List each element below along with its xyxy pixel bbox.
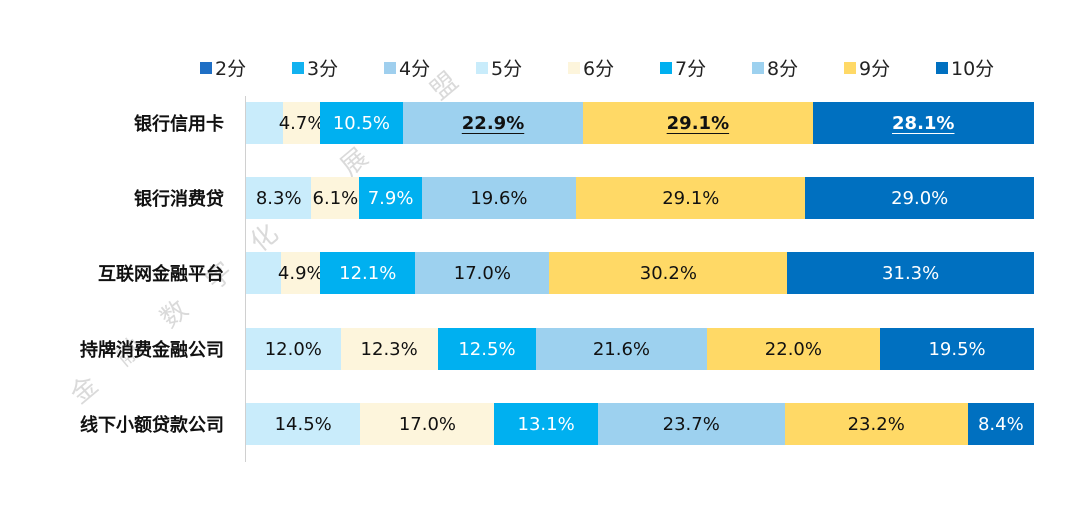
bar-segment: 12.1% (320, 252, 416, 294)
bar-segment: 19.6% (421, 177, 577, 219)
legend-label: 10分 (951, 58, 995, 80)
legend-item: 10分 (936, 54, 1028, 81)
bar-segment: 14.5% (246, 403, 361, 445)
data-label: 28.1% (892, 112, 955, 134)
data-label: 17.0% (453, 262, 511, 284)
category-label: 银行信用卡 (134, 114, 224, 135)
legend-swatch (752, 61, 764, 74)
bar-segment: 29.1% (576, 177, 806, 219)
legend-swatch (200, 61, 212, 74)
legend-item: 9分 (844, 54, 936, 81)
category-label: 线下小额贷款公司 (80, 415, 224, 436)
legend-label: 8分 (767, 58, 799, 80)
data-label: 4.7% (278, 112, 325, 134)
bar-segment: 13.1% (494, 403, 598, 445)
legend-item: 6分 (568, 54, 660, 81)
legend-swatch (476, 61, 488, 74)
bar-segment: 31.3% (787, 252, 1034, 294)
legend-label: 2分 (215, 58, 247, 80)
category-label: 互联网金融平台 (98, 264, 224, 285)
bar-row: 4.7% 10.5% 22.9% 29.1% 28.1% (246, 102, 1034, 144)
bar-segment: 12.0% (246, 328, 341, 370)
legend-label: 9分 (859, 58, 891, 80)
data-label: 10.5% (332, 112, 391, 134)
bar-row: 12.0% 12.3% 12.5% 21.6% 22.0% 19.5% (246, 328, 1034, 370)
legend-label: 7分 (675, 58, 707, 80)
bar-segment: 12.3% (340, 328, 438, 370)
bar-segment: 17.0% (360, 403, 495, 445)
data-label: 29.1% (662, 187, 720, 209)
data-label: 12.5% (458, 338, 516, 360)
legend-swatch (292, 61, 304, 74)
data-label: 23.7% (662, 413, 720, 435)
data-label: 6.1% (312, 187, 359, 209)
data-label: 21.6% (592, 338, 651, 360)
bar-row: 14.5% 17.0% 13.1% 23.7% 23.2% 8.4% (246, 403, 1034, 445)
data-label: 8.3% (255, 187, 302, 209)
data-label: 31.3% (882, 262, 940, 284)
data-label: 30.2% (639, 262, 697, 284)
legend-item: 4分 (384, 54, 476, 81)
bar-segment: 30.2% (549, 252, 788, 294)
y-axis-line (245, 96, 246, 462)
bar-segment: 29.0% (805, 177, 1034, 219)
data-label: 19.6% (470, 187, 528, 209)
bar-segment: 19.5% (880, 328, 1034, 370)
data-label: 22.9% (461, 112, 525, 134)
legend-swatch (568, 61, 580, 74)
bar-segment: 6.1% (311, 177, 360, 219)
bar-segment: 28.1% (812, 102, 1034, 144)
bar-segment: 4.9% (278, 252, 324, 294)
data-label: 13.1% (517, 413, 575, 435)
bar-segment: 22.0% (706, 328, 881, 370)
data-label: 22.0% (764, 338, 822, 360)
legend-item: 3分 (292, 54, 384, 81)
legend-swatch (660, 61, 672, 74)
legend-item: 7分 (660, 54, 752, 81)
legend-label: 4分 (399, 58, 431, 80)
legend-item: 5分 (476, 54, 568, 81)
data-label: 14.5% (274, 413, 332, 435)
legend-label: 6分 (583, 58, 615, 80)
category-label: 银行消费贷 (134, 189, 224, 210)
bar-segment: 12.5% (437, 328, 537, 370)
bar-segment: 23.2% (784, 403, 968, 445)
legend: 2分 3分 4分 5分 6分 7分 8分 9分 10分 (200, 54, 1028, 81)
legend-label: 5分 (491, 58, 523, 80)
bar-segment: 23.7% (597, 403, 785, 445)
bar-segment: 4.7% (279, 102, 324, 144)
legend-item: 8分 (752, 54, 844, 81)
data-label: 4.9% (277, 262, 324, 284)
bar-segment: 10.5% (320, 102, 403, 144)
data-label: 17.0% (398, 413, 456, 435)
category-label: 持牌消费金融公司 (80, 340, 224, 361)
legend-swatch (384, 61, 396, 74)
data-label: 8.4% (977, 413, 1024, 435)
data-label: 29.1% (666, 112, 730, 134)
bar-segment: 17.0% (415, 252, 550, 294)
data-label: 12.0% (264, 338, 322, 360)
legend-label: 3分 (307, 58, 339, 80)
legend-swatch (844, 61, 856, 74)
bar-segment (246, 102, 284, 144)
bar-row: 4.9% 12.1% 17.0% 30.2% 31.3% (246, 252, 1034, 294)
bar-row: 8.3% 6.1% 7.9% 19.6% 29.1% 29.0% (246, 177, 1034, 219)
bar-segment: 8.3% (246, 177, 312, 219)
bar-segment: 7.9% (359, 177, 422, 219)
bar-segment: 29.1% (583, 102, 813, 144)
data-label: 19.5% (928, 338, 986, 360)
watermark-char: 数 (155, 294, 195, 335)
bar-segment (246, 252, 282, 294)
legend-swatch (936, 61, 948, 74)
data-label: 12.3% (360, 338, 418, 360)
data-label: 29.0% (891, 187, 949, 209)
bar-segment: 21.6% (536, 328, 707, 370)
bar-segment: 8.4% (967, 403, 1034, 445)
data-label: 23.2% (847, 413, 905, 435)
watermark-char: 金 (65, 370, 105, 411)
bar-segment: 22.9% (402, 102, 584, 144)
data-label: 12.1% (339, 262, 397, 284)
data-label: 7.9% (367, 187, 414, 209)
legend-item: 2分 (200, 54, 292, 81)
